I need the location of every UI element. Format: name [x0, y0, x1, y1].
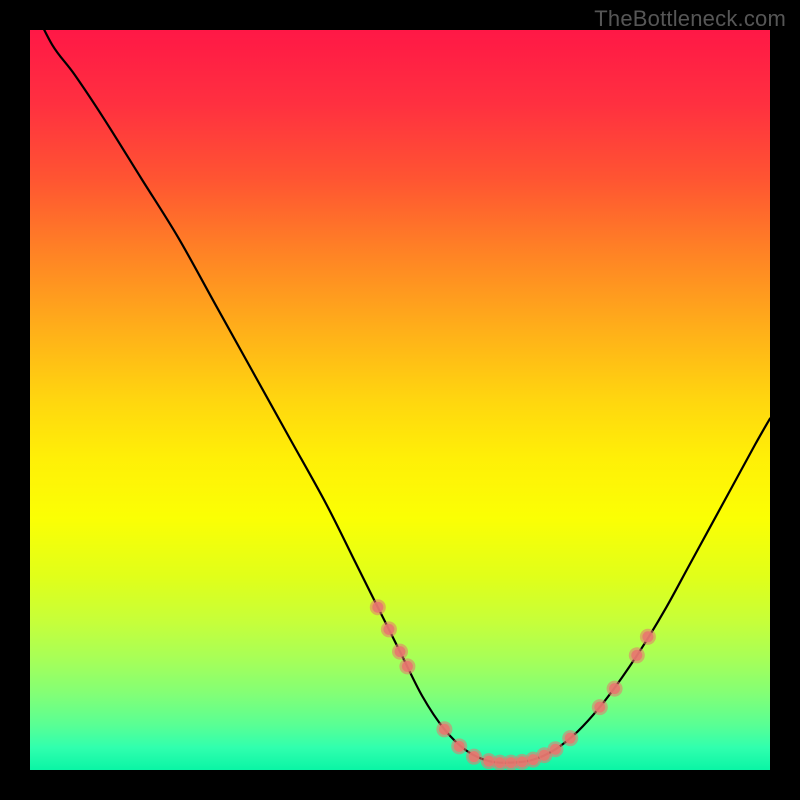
bottleneck-chart [0, 0, 800, 800]
watermark-text: TheBottleneck.com [594, 6, 786, 32]
